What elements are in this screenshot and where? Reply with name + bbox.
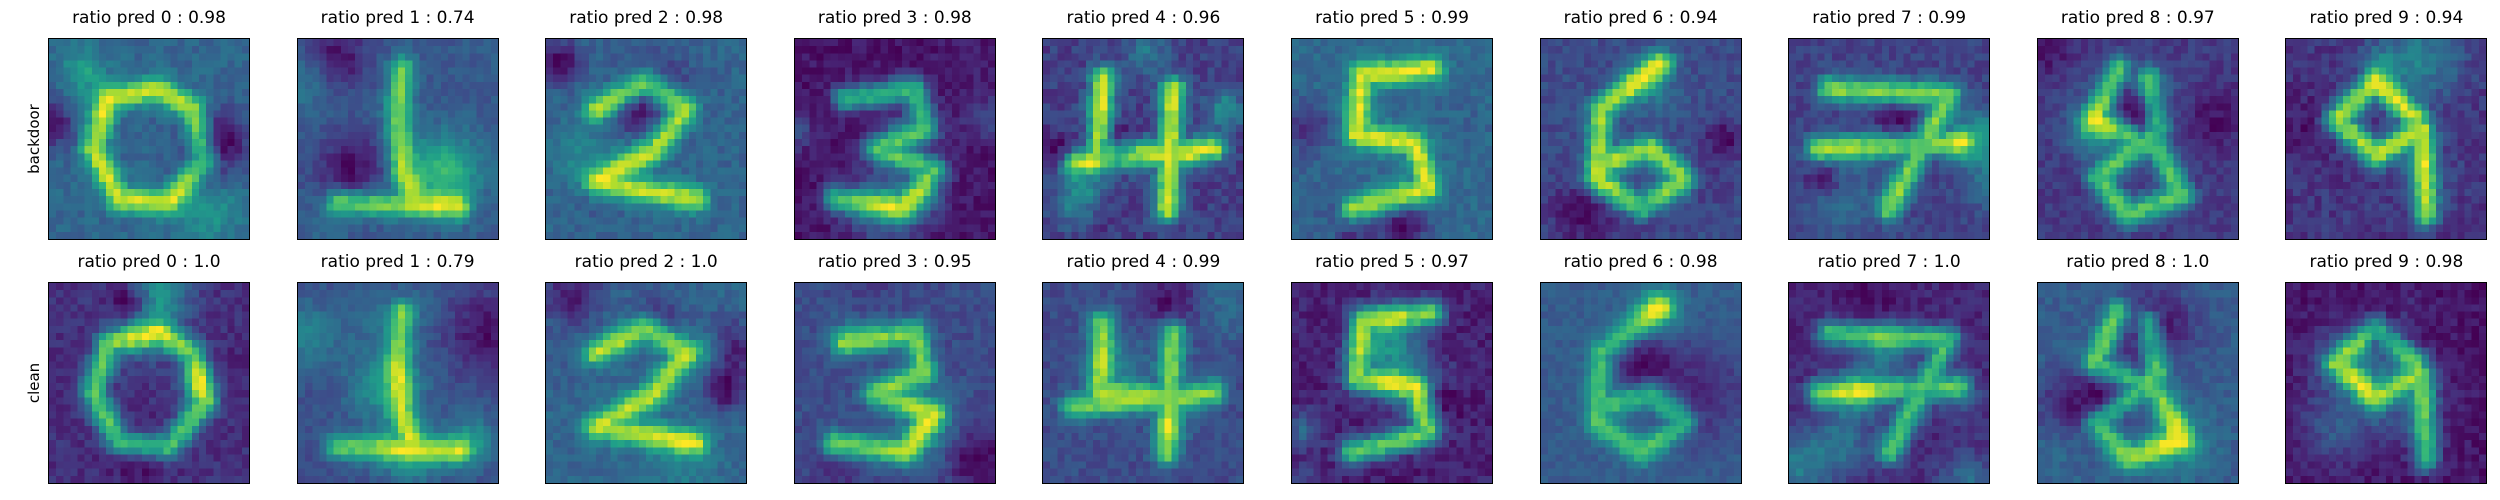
panel-backdoor-2: ratio pred 2 : 0.98 [545,8,748,240]
panel-clean-9: ratio pred 9 : 0.98 [2285,252,2488,484]
heatmap-image [2036,38,2239,240]
heatmap-image [1291,282,1493,484]
panel-backdoor-9: ratio pred 9 : 0.94 [2285,8,2488,240]
panel-title: ratio pred 4 : 0.99 [1066,252,1221,272]
heatmap-image [545,282,748,484]
panel-backdoor-5: ratio pred 5 : 0.99 [1291,8,1493,240]
panel-title: ratio pred 3 : 0.98 [817,8,972,28]
panel-clean-1: ratio pred 1 : 0.79 [296,252,499,484]
heatmap-image [296,282,499,484]
panel-backdoor-3: ratio pred 3 : 0.98 [793,8,996,240]
heatmap-image [1788,38,1991,240]
heatmap-image [1291,38,1493,240]
panel-title: ratio pred 4 : 0.96 [1066,8,1221,28]
panel-title: ratio pred 6 : 0.94 [1563,8,1718,28]
panel-title: ratio pred 5 : 0.99 [1315,8,1469,28]
panel-title: ratio pred 8 : 1.0 [2066,252,2210,272]
heatmap-image [1042,282,1245,484]
panel-title: ratio pred 1 : 0.79 [320,252,475,272]
heatmap-image [793,282,996,484]
heatmap-image [48,282,250,484]
heatmap-image [1539,38,1742,240]
heatmap-image [48,38,250,240]
heatmap-image [2285,282,2488,484]
panel-clean-4: ratio pred 4 : 0.99 [1042,252,1245,484]
panel-backdoor-6: ratio pred 6 : 0.94 [1539,8,1742,240]
heatmap-image [2036,282,2239,484]
panel-title: ratio pred 5 : 0.97 [1315,252,1469,272]
panel-backdoor-1: ratio pred 1 : 0.74 [296,8,499,240]
row-label-clean: clean [25,362,43,404]
panel-backdoor-7: ratio pred 7 : 0.99 [1788,8,1991,240]
panel-backdoor-0: ratio pred 0 : 0.98 [48,8,250,240]
panel-title: ratio pred 9 : 0.98 [2309,252,2464,272]
panel-backdoor-8: ratio pred 8 : 0.97 [2036,8,2239,240]
panel-title: ratio pred 2 : 0.98 [569,8,724,28]
panel-clean-8: ratio pred 8 : 1.0 [2036,252,2239,484]
panel-title: ratio pred 2 : 1.0 [574,252,718,272]
panel-clean-3: ratio pred 3 : 0.95 [793,252,996,484]
panel-title: ratio pred 0 : 0.98 [72,8,226,28]
panel-title: ratio pred 6 : 0.98 [1563,252,1718,272]
panel-title: ratio pred 9 : 0.94 [2309,8,2464,28]
heatmap-image [2285,38,2488,240]
heatmap-image [1539,282,1742,484]
heatmap-image [1788,282,1991,484]
panel-clean-6: ratio pred 6 : 0.98 [1539,252,1742,484]
panel-title: ratio pred 7 : 0.99 [1812,8,1967,28]
heatmap-image [1042,38,1245,240]
panel-clean-7: ratio pred 7 : 1.0 [1788,252,1991,484]
panel-clean-0: ratio pred 0 : 1.0 [48,252,250,484]
panel-backdoor-4: ratio pred 4 : 0.96 [1042,8,1245,240]
panel-title: ratio pred 1 : 0.74 [320,8,475,28]
panel-title: ratio pred 3 : 0.95 [817,252,972,272]
heatmap-image [545,38,748,240]
row-label-backdoor: backdoor [25,104,43,174]
panel-title: ratio pred 8 : 0.97 [2060,8,2215,28]
heatmap-image [296,38,499,240]
heatmap-image [793,38,996,240]
panel-clean-5: ratio pred 5 : 0.97 [1291,252,1493,484]
panel-clean-2: ratio pred 2 : 1.0 [545,252,748,484]
panel-title: ratio pred 0 : 1.0 [77,252,221,272]
panel-title: ratio pred 7 : 1.0 [1817,252,1961,272]
